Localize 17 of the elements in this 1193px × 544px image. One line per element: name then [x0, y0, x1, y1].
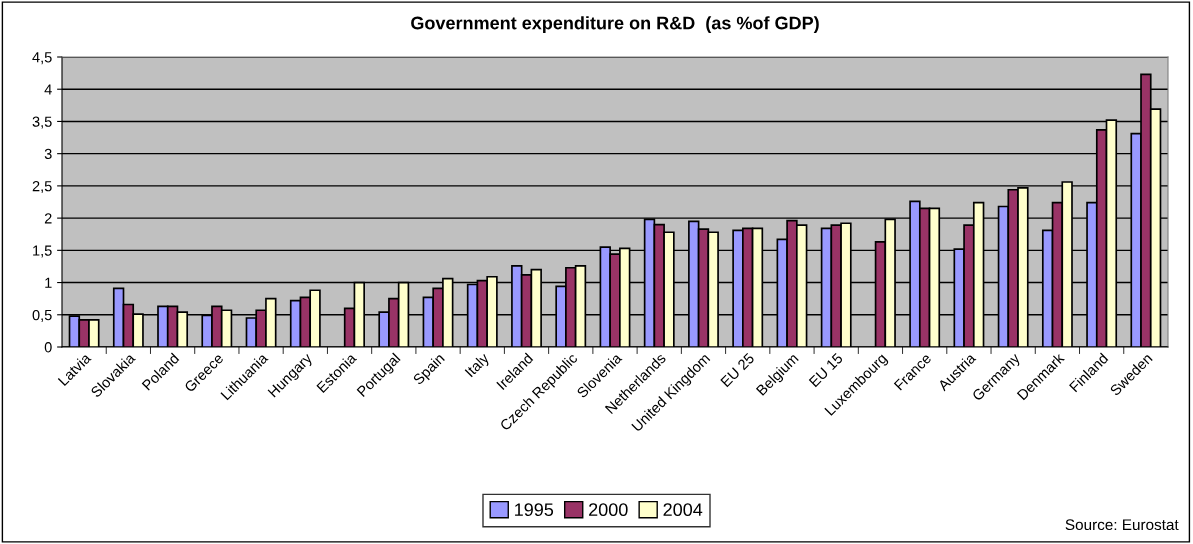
y-tick-label: 0,5 — [32, 309, 52, 322]
source-note: Source: Eurostat — [1065, 519, 1179, 531]
legend-label: 1995 — [515, 503, 554, 517]
x-tick-label: EU 25 — [720, 352, 755, 388]
y-tick-label: 1,5 — [33, 245, 52, 258]
x-tick-label: Italy — [464, 351, 492, 380]
legend-label: 2004 — [663, 503, 703, 517]
y-tick-label: 4,5 — [32, 52, 52, 65]
y-tick-label: 0 — [44, 342, 52, 353]
chart-title: Government expenditure on R&D (as %of GDP) — [411, 16, 819, 33]
y-tick-label: 1 — [45, 277, 52, 288]
y-tick-label: 2 — [44, 213, 52, 224]
y-tick-label: 2,5 — [32, 180, 52, 194]
y-tick-label: 3 — [44, 148, 52, 160]
y-tick-label: 3,5 — [32, 116, 52, 129]
legend-label: 2000 — [589, 503, 628, 517]
y-tick-label: 4 — [44, 84, 52, 95]
